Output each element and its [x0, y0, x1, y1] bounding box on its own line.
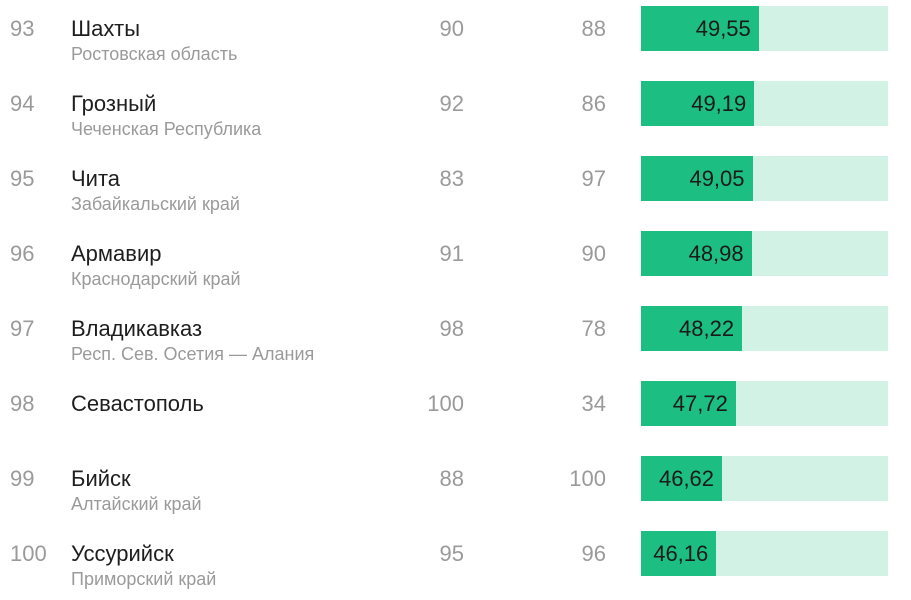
- city-name: Грозный: [71, 91, 157, 116]
- rank-number: 100: [10, 541, 47, 566]
- score-bar-track: 48,98: [641, 231, 888, 276]
- table-row: 98 Севастополь 100 34 47,72: [0, 375, 911, 450]
- score-bar-fill: 46,16: [641, 531, 717, 576]
- region-name: Чеченская Республика: [71, 119, 262, 139]
- city-name: Уссурийск: [71, 541, 174, 566]
- metric-value-1: 83: [439, 166, 464, 191]
- score-bar-track: 46,62: [641, 456, 888, 501]
- score-bar-track: 49,05: [641, 156, 888, 201]
- metric-value-1: 88: [439, 466, 464, 491]
- rank-number: 94: [10, 91, 35, 116]
- metric-value-1: 100: [427, 391, 464, 416]
- score-value: 49,19: [691, 91, 747, 116]
- metric-value-2: 90: [581, 241, 606, 266]
- city-name: Севастополь: [71, 391, 204, 416]
- table-row: 94 Грозный Чеченская Республика 92 86 49,19: [0, 75, 911, 150]
- score-bar-fill: 48,98: [641, 231, 752, 276]
- city-name: Шахты: [71, 16, 141, 41]
- rank-number: 98: [10, 391, 35, 416]
- score-value: 46,62: [658, 466, 715, 491]
- table-row: 96 Армавир Краснодарский край 91 90 48,98: [0, 225, 911, 300]
- metric-value-2: 96: [581, 541, 606, 566]
- score-value: 48,98: [688, 241, 744, 266]
- metric-value-1: 91: [439, 241, 464, 266]
- rank-number: 95: [10, 166, 35, 191]
- rank-number: 96: [10, 241, 35, 266]
- metric-value-1: 98: [439, 316, 464, 341]
- table-row: 99 Бийск Алтайский край 88 100 46,62: [0, 450, 911, 525]
- metric-value-2: 86: [581, 91, 606, 116]
- score-bar-track: 47,72: [641, 381, 888, 426]
- score-bar-fill: 47,72: [641, 381, 736, 426]
- table-row: 100 Уссурийск Приморский край 95 96 46,16: [0, 525, 911, 600]
- score-value: 47,72: [672, 391, 728, 416]
- rank-number: 97: [10, 316, 35, 341]
- city-name: Армавир: [71, 241, 162, 266]
- score-value: 49,55: [695, 16, 751, 41]
- metric-value-1: 95: [439, 541, 464, 566]
- score-bar-track: 49,19: [641, 81, 888, 126]
- metric-value-2: 97: [581, 166, 606, 191]
- metric-value-2: 88: [581, 16, 606, 41]
- score-bar-fill: 46,62: [641, 456, 723, 501]
- score-bar-track: 48,22: [641, 306, 888, 351]
- score-bar-fill: 49,19: [641, 81, 755, 126]
- region-name: Приморский край: [71, 569, 217, 589]
- score-bar-fill: 49,55: [641, 6, 759, 51]
- metric-value-2: 100: [569, 466, 606, 491]
- score-bar-track: 49,55: [641, 6, 888, 51]
- score-bar-fill: 48,22: [641, 306, 743, 351]
- city-name: Бийск: [71, 466, 131, 491]
- metric-value-1: 90: [439, 16, 464, 41]
- rank-number: 93: [10, 16, 35, 41]
- table-row: 97 Владикавказ Респ. Сев. Осетия — Алания 9…: [0, 300, 911, 375]
- city-name: Чита: [71, 166, 121, 191]
- region-name: Алтайский край: [71, 494, 202, 514]
- table-row: 95 Чита Забайкальский край 83 97 49,05: [0, 150, 911, 225]
- score-value: 49,05: [689, 166, 745, 191]
- score-bar-fill: 49,05: [641, 156, 753, 201]
- region-name: Респ. Сев. Осетия — Алания: [71, 344, 315, 364]
- table-row: 93 Шахты Ростовская область 90 88 49,55: [0, 0, 911, 75]
- score-value: 48,22: [679, 316, 735, 341]
- metric-value-1: 92: [439, 91, 464, 116]
- city-name: Владикавказ: [71, 316, 203, 341]
- rank-number: 99: [10, 466, 35, 491]
- region-name: Краснодарский край: [71, 269, 241, 289]
- score-value: 46,16: [653, 541, 709, 566]
- region-name: Забайкальский край: [71, 194, 240, 214]
- metric-value-2: 34: [581, 391, 606, 416]
- region-name: Ростовская область: [71, 44, 238, 64]
- score-bar-track: 46,16: [641, 531, 888, 576]
- metric-value-2: 78: [581, 316, 606, 341]
